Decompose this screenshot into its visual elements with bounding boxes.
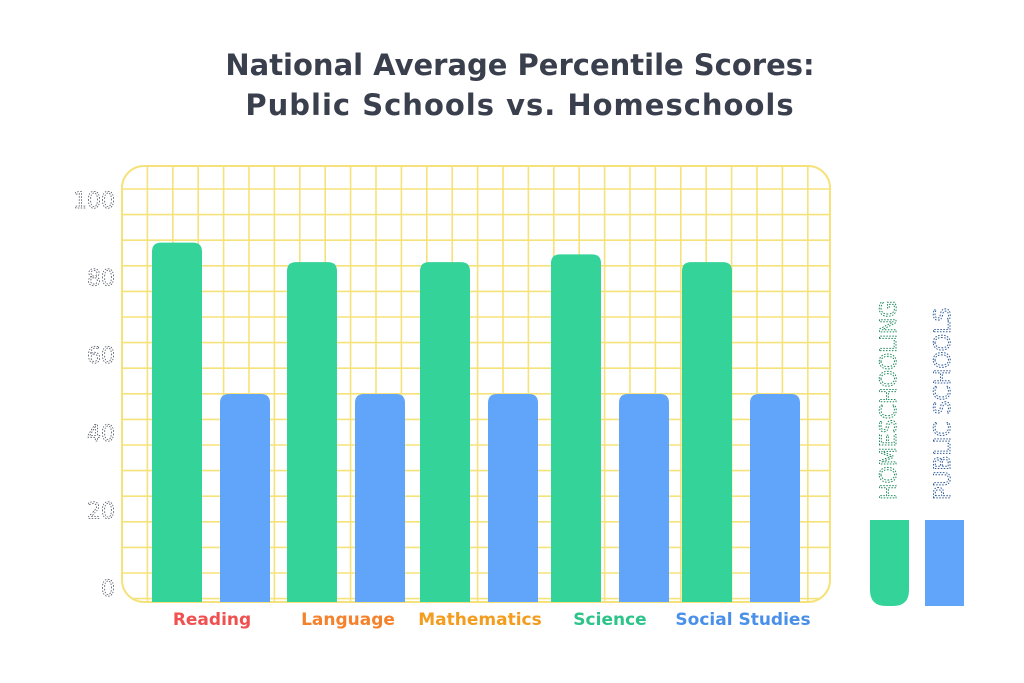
plot-frame	[121, 165, 831, 603]
x-category-label: Social Studies	[675, 610, 810, 630]
x-category-label: Language	[301, 610, 395, 630]
bar-homeschooling	[152, 242, 202, 602]
y-tick-label: 40	[87, 422, 115, 447]
chart-title-line1: National Average Percentile Scores:	[225, 48, 815, 82]
y-tick-label: 80	[87, 267, 115, 292]
y-tick-label: 60	[87, 344, 115, 369]
chart-title-line2: Public Schools vs. Homeschools	[245, 88, 795, 122]
bar-homeschooling	[682, 262, 732, 602]
bar-public-schools	[220, 394, 270, 602]
bar-public-schools	[355, 394, 405, 602]
bar-public-schools	[619, 394, 669, 602]
bar-homeschooling	[287, 262, 337, 602]
legend-swatch-homeschooling	[870, 520, 909, 606]
bar-homeschooling	[420, 262, 470, 602]
legend-label-public-schools: PUBLIC SCHOOLS	[931, 308, 956, 500]
x-category-label: Science	[573, 610, 646, 630]
y-tick-label: 0	[101, 577, 115, 602]
bar-public-schools	[488, 394, 538, 602]
x-category-label: Reading	[173, 610, 251, 630]
y-tick-label: 20	[87, 499, 115, 524]
y-tick-label: 100	[73, 189, 115, 214]
bar-public-schools	[750, 394, 800, 602]
x-category-label: Mathematics	[418, 610, 541, 630]
legend-label-homeschooling: HOMESCHOOLING	[877, 301, 902, 501]
bar-homeschooling	[551, 254, 601, 602]
legend-swatch-public-schools	[925, 520, 964, 606]
